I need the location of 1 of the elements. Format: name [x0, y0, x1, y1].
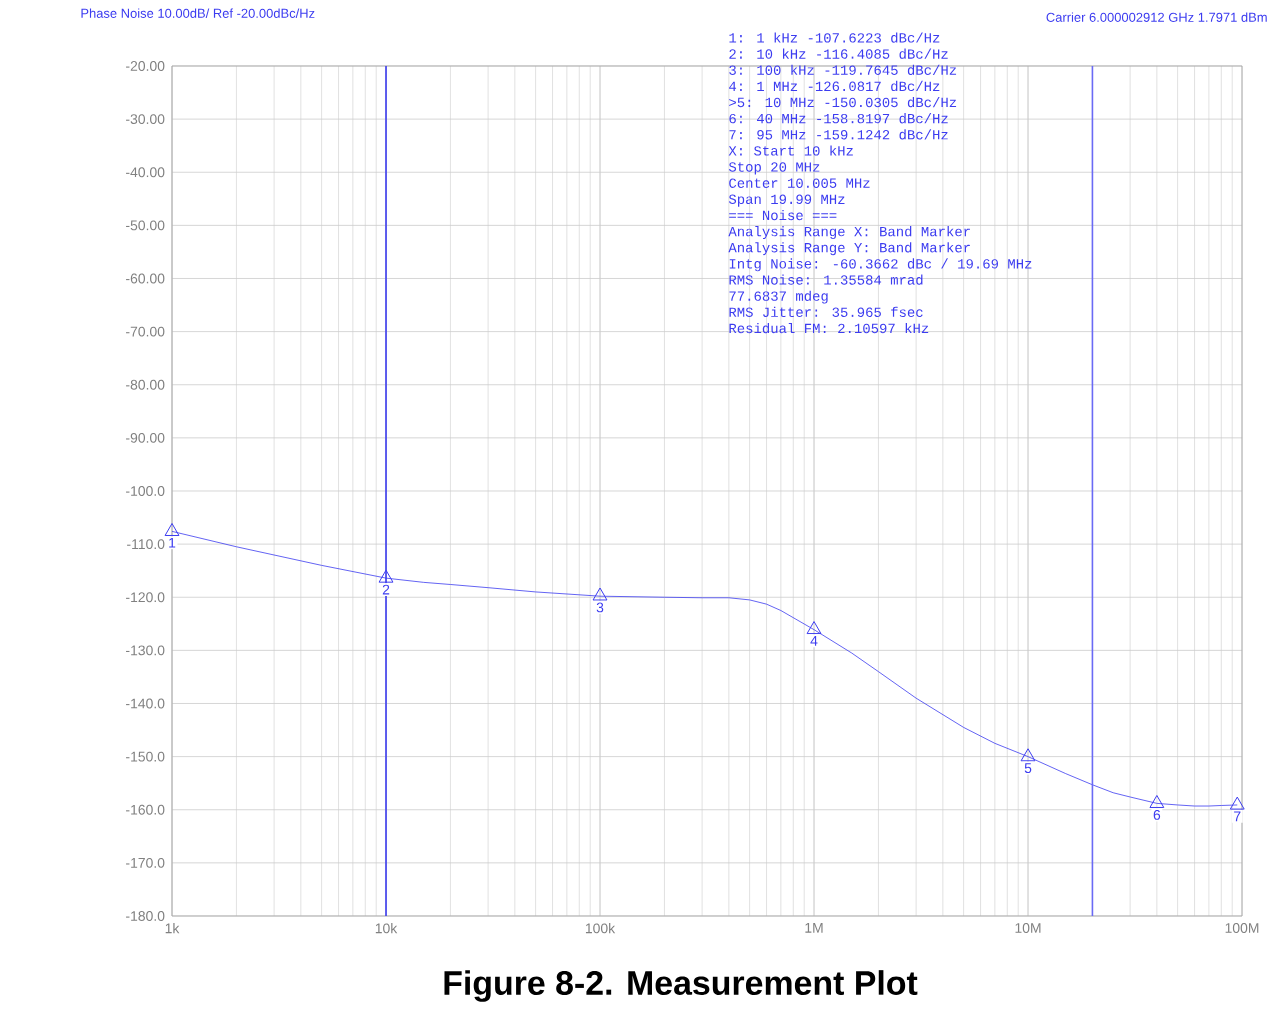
text: Figure 8-2. Measurement Plot: [444, 970, 918, 1002]
